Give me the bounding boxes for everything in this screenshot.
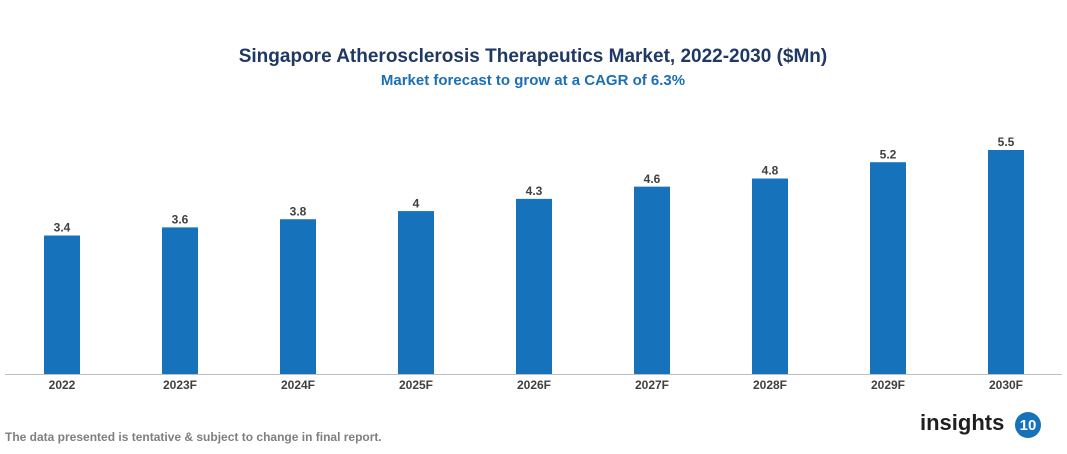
bar (398, 211, 434, 374)
bar (280, 219, 316, 374)
logo-badge-circle (1015, 412, 1041, 438)
value-label: 3.4 (54, 221, 71, 235)
value-label: 5.2 (880, 147, 897, 161)
x-tick-label: 2028F (753, 378, 787, 392)
bar (516, 198, 552, 374)
bar (988, 150, 1024, 374)
x-tick-label: 2024F (281, 378, 315, 392)
x-tick-label: 2027F (635, 378, 669, 392)
x-tick-label: 2030F (989, 378, 1023, 392)
footer-note: The data presented is tentative & subjec… (5, 430, 382, 444)
value-label: 3.6 (172, 213, 189, 227)
x-tick-label: 2022 (49, 378, 76, 392)
x-tick-label: 2025F (399, 378, 433, 392)
x-tick-label: 2026F (517, 378, 551, 392)
value-label: 3.8 (290, 204, 307, 218)
bar (162, 227, 198, 374)
bar (44, 235, 80, 374)
value-label: 4.3 (526, 184, 543, 198)
value-label: 4.8 (762, 164, 779, 178)
x-tick-label: 2029F (871, 378, 905, 392)
value-label: 4.6 (644, 172, 661, 186)
x-tick-label: 2023F (163, 378, 197, 392)
bar (870, 162, 906, 374)
bar (752, 178, 788, 374)
logo-badge: 10 (1020, 417, 1037, 434)
value-label: 5.5 (998, 135, 1015, 149)
bar (634, 186, 670, 374)
value-label: 4 (413, 196, 420, 210)
chart-subtitle: Market forecast to grow at a CAGR of 6.3… (381, 72, 685, 89)
logo-text: insights (920, 410, 1004, 435)
chart-title: Singapore Atherosclerosis Therapeutics M… (239, 46, 828, 67)
